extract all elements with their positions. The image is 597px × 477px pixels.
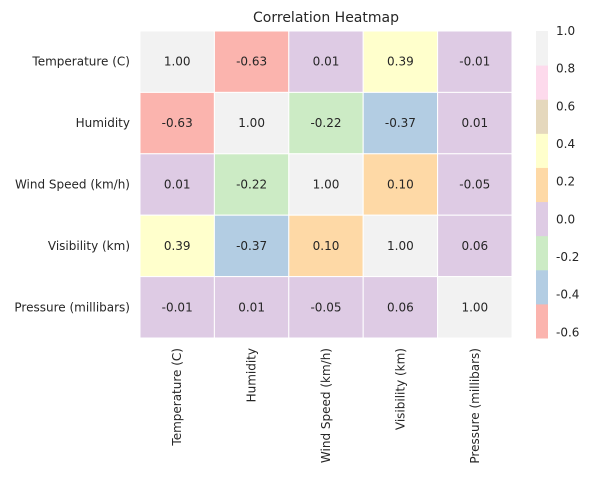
- heatmap-cell: [139, 276, 215, 339]
- y-axis-tick-labels: Temperature (C) Humidity Wind Speed (km/h)…: [14, 55, 130, 315]
- colorbar-tick-label: 0.2: [556, 175, 575, 189]
- colorbar-tick-label: -0.4: [556, 288, 579, 302]
- heatmap-cell-value: -0.37: [236, 239, 267, 253]
- y-tick-label: Visibility (km): [48, 239, 130, 253]
- colorbar-tick-label: 0.0: [556, 212, 575, 226]
- heatmap-cell: [288, 30, 364, 93]
- heatmap-cell-value: -0.63: [236, 55, 267, 69]
- colorbar-segment: [536, 133, 548, 168]
- heatmap-cells: [139, 30, 513, 339]
- heatmap-cell-value: 1.00: [164, 55, 191, 69]
- colorbar-segment: [536, 235, 548, 271]
- colorbar-tick-label: -0.2: [556, 250, 579, 264]
- heatmap-cell-value: -0.22: [310, 116, 341, 130]
- x-axis-tick-labels: Temperature (C) Humidity Wind Speed (km/h)…: [170, 348, 482, 464]
- heatmap-cell: [362, 30, 439, 93]
- x-tick-label: Humidity: [245, 348, 259, 402]
- chart-title: Correlation Heatmap: [253, 10, 399, 26]
- heatmap-cell: [362, 214, 439, 278]
- heatmap-cell: [139, 214, 215, 278]
- y-tick-label: Humidity: [76, 116, 130, 130]
- heatmap-cell-value: 0.01: [313, 55, 340, 69]
- colorbar-segment: [536, 99, 548, 134]
- heatmap-cell-value: 0.06: [387, 300, 414, 314]
- heatmap-cell: [213, 214, 290, 278]
- heatmap-cell-value: 0.01: [164, 178, 191, 192]
- heatmap-cell-value: 0.10: [387, 178, 414, 192]
- colorbar: [536, 31, 548, 339]
- x-tick-label: Wind Speed (km/h): [319, 348, 333, 463]
- x-tick-label: Temperature (C): [170, 348, 184, 447]
- heatmap-cell-value: 0.01: [238, 300, 265, 314]
- heatmap-cell-value: -0.37: [385, 116, 416, 130]
- heatmap-cell-value: 0.10: [313, 239, 340, 253]
- heatmap-cell: [139, 91, 215, 155]
- colorbar-tick-labels: -0.6 -0.4 -0.2 0.0 0.2 0.4 0.6 0.8 1.0: [556, 24, 579, 339]
- colorbar-tick-label: 1.0: [556, 24, 575, 38]
- heatmap-cell-value: -0.63: [162, 116, 193, 130]
- heatmap-cell: [213, 276, 290, 339]
- colorbar-segment: [536, 65, 548, 100]
- x-tick-label: Pressure (millibars): [468, 348, 482, 464]
- heatmap-cell-value: 0.06: [461, 239, 488, 253]
- heatmap-cell: [288, 91, 364, 155]
- colorbar-tick-label: 0.8: [556, 62, 575, 76]
- heatmap-cell-value: 1.00: [461, 300, 488, 314]
- heatmap-cell-value: -0.01: [459, 55, 490, 69]
- heatmap-cell-value: 0.01: [461, 116, 488, 130]
- heatmap-cell-labels: 1.00 -0.63 0.01 0.39 -0.01 -0.63 1.00 -0.22 -0.3…: [162, 55, 491, 315]
- colorbar-tick-label: 0.6: [556, 99, 575, 113]
- heatmap-cell-value: 1.00: [313, 178, 340, 192]
- colorbar-segment: [536, 303, 548, 339]
- heatmap-cell: [139, 30, 215, 93]
- heatmap-cell: [288, 276, 364, 339]
- heatmap-cell: [213, 153, 290, 216]
- heatmap-cell: [213, 30, 290, 93]
- heatmap-cell-value: -0.05: [459, 178, 490, 192]
- heatmap-cell: [437, 91, 513, 155]
- heatmap-cell-value: 0.39: [387, 55, 414, 69]
- colorbar-segment: [536, 31, 548, 66]
- y-tick-label: Temperature (C): [31, 55, 130, 69]
- heatmap-cell-value: 1.00: [238, 116, 265, 130]
- heatmap-cell: [362, 153, 439, 216]
- colorbar-tick-label: -0.6: [556, 325, 579, 339]
- heatmap-cell-value: -0.22: [236, 178, 267, 192]
- heatmap-cell-value: -0.05: [310, 300, 341, 314]
- heatmap-cell-value: -0.01: [162, 300, 193, 314]
- heatmap-cell: [437, 153, 513, 216]
- heatmap-cell: [437, 276, 513, 339]
- colorbar-segment: [536, 201, 548, 237]
- colorbar-segment: [536, 269, 548, 305]
- y-tick-label: Wind Speed (km/h): [15, 178, 130, 192]
- colorbar-tick-label: 0.4: [556, 137, 575, 151]
- x-tick-label: Visibility (km): [393, 348, 407, 430]
- heatmap-cell: [288, 214, 364, 278]
- y-tick-label: Pressure (millibars): [14, 300, 130, 314]
- colorbar-segment: [536, 167, 548, 203]
- heatmap-cell: [437, 214, 513, 278]
- heatmap-cell-value: 0.39: [164, 239, 191, 253]
- heatmap-cell-value: 1.00: [387, 239, 414, 253]
